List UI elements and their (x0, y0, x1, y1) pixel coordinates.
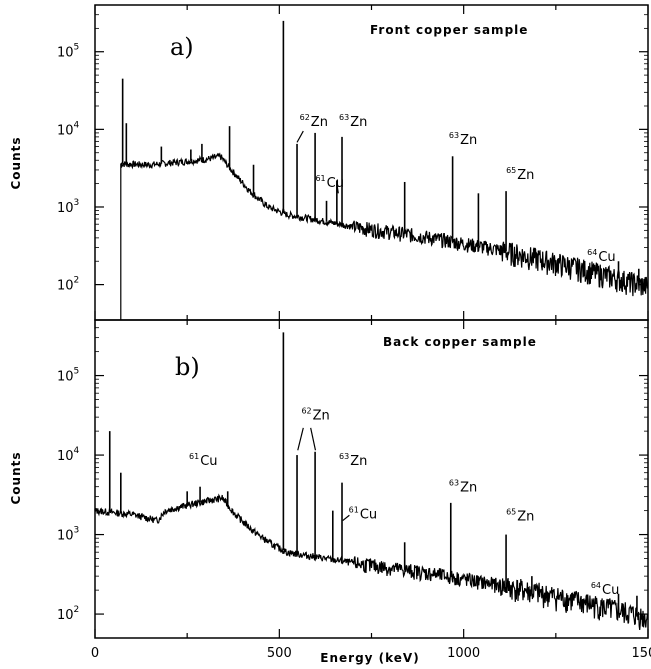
panel-front-sample: 102 103 104 105 a) Front copper sample 62Zn… (9, 4, 649, 321)
y-tick-label: 102 (57, 605, 79, 623)
panel-b-y-tick-labels: 102 103 104 105 (57, 367, 80, 624)
panel-b-letter: b) (175, 353, 200, 381)
annotation-leader-line (310, 427, 317, 451)
peak-annotation: 63Zn (449, 478, 477, 495)
y-tick-label: 103 (57, 526, 79, 544)
peak-annotation: 64Cu (587, 248, 616, 265)
x-tick-label: 0 (91, 646, 99, 661)
panel-a-annotations: 62Zn 63Zn 61Cu 63Zn 65Zn 64Cu (296, 113, 616, 265)
panel-a-letter: a) (170, 33, 194, 61)
y-tick-label: 104 (57, 120, 80, 138)
peak-annotation: 65Zn (506, 166, 534, 183)
panel-b-title: Back copper sample (383, 335, 537, 349)
panel-a-peaks (121, 20, 640, 284)
peak-annotation: 65Zn (506, 508, 534, 525)
y-tick-label: 105 (57, 43, 79, 61)
panel-b-annotations: 61Cu 62Zn 63Zn 61Cu 63Zn 65Zn 64Cu (189, 407, 619, 598)
panel-a-y-tick-labels: 102 103 104 105 (57, 43, 80, 294)
annotation-leader-line (336, 183, 339, 194)
y-tick-label: 104 (57, 446, 80, 464)
x-tick-label: 1000 (447, 646, 480, 661)
peak-annotation: 62Zn (301, 407, 329, 424)
peak-annotation: 63Zn (339, 113, 367, 130)
annotation-leader-line (342, 514, 350, 522)
panel-b-y-axis-title: Counts (9, 451, 23, 504)
panel-a-ticks (94, 4, 649, 320)
y-tick-label: 102 (57, 276, 79, 294)
peak-annotation: 61Cu (315, 174, 344, 191)
peak-annotation: 63Zn (339, 452, 367, 469)
annotation-leader-line (297, 427, 304, 451)
panel-b-x-tick-labels: 0 500 1000 1500 (91, 646, 651, 661)
panel-a-title: Front copper sample (370, 23, 528, 37)
x-axis-title: Energy (keV) (320, 651, 419, 665)
panel-back-sample: 102 103 104 105 0 500 1000 1500 b) Back copper… (9, 319, 651, 665)
annotation-leader-line (296, 130, 304, 143)
y-tick-label: 105 (57, 367, 79, 385)
panel-b-ticks (94, 319, 649, 638)
x-tick-label: 500 (267, 646, 292, 661)
peak-annotation: 62Zn (300, 113, 328, 130)
peak-annotation: 63Zn (449, 131, 477, 148)
panel-b-peaks (108, 332, 638, 616)
panel-a-y-axis-title: Counts (9, 136, 23, 189)
x-tick-label: 1500 (631, 646, 651, 661)
peak-annotation: 61Cu (189, 452, 218, 469)
y-tick-label: 103 (57, 198, 79, 216)
peak-annotation: 61Cu (349, 505, 378, 522)
panel-a-spectrum-line (120, 152, 649, 320)
peak-annotation: 64Cu (591, 581, 620, 598)
